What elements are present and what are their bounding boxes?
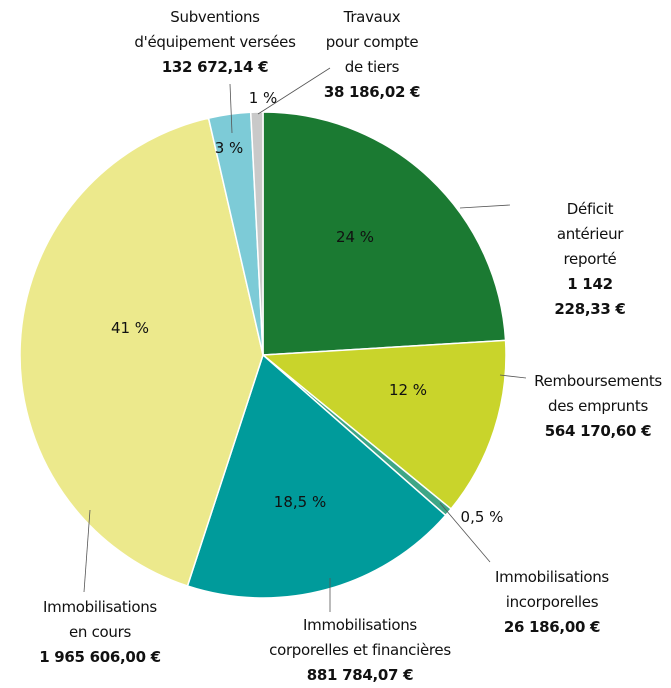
pie-slice [19,117,264,587]
percent-label: 12 % [388,381,428,399]
leader-line [439,502,491,563]
amount-label: 26 186,00 € [503,618,601,636]
amount-label: 1 965 606,00 € [39,648,161,666]
category-label: Déficit antérieur reporté 1 142 228,33 € [550,197,631,322]
percent-label: 3 % [214,139,244,157]
pie-slice [261,339,507,510]
pie-slice [262,111,507,356]
leader-line [257,67,331,115]
category-name: Déficit antérieur reporté [556,200,624,268]
amount-label: 564 170,60 € [544,422,652,440]
category-name: Immobilisations incorporelles [495,568,609,611]
category-label: Immobilisations corporelles et financièr… [269,613,451,688]
category-name: Travaux pour compte de tiers [325,8,419,76]
pie-slice [249,111,264,356]
category-name: Immobilisations corporelles et financièr… [269,616,451,659]
leader-line [229,83,233,134]
category-name: Immobilisations en cours [43,598,157,641]
pie-slice [186,353,447,599]
category-label: Subventions d'équipement versées 132 672,… [134,5,295,80]
leader-line [83,509,91,593]
category-name: Remboursements des emprunts [534,372,662,415]
category-label: Remboursements des emprunts 564 170,60 € [534,369,662,444]
percent-label: 0,5 % [460,508,504,526]
amount-label: 132 672,14 € [161,58,269,76]
percent-label: 24 % [335,228,375,246]
category-label: Travaux pour compte de tiers 38 186,02 € [323,5,421,105]
category-label: Immobilisations en cours 1 965 606,00 € [39,595,161,670]
amount-label: 1 142 228,33 € [554,275,626,318]
percent-label: 18,5 % [273,493,327,511]
amount-label: 881 784,07 € [306,666,414,684]
percent-label: 41 % [110,319,150,337]
leader-line [499,374,527,379]
percent-label: 1 % [248,89,278,107]
leader-line [459,204,511,209]
category-name: Subventions d'équipement versées [134,8,296,51]
category-label: Immobilisations incorporelles 26 186,00 € [495,565,609,640]
amount-label: 38 186,02 € [323,83,421,101]
